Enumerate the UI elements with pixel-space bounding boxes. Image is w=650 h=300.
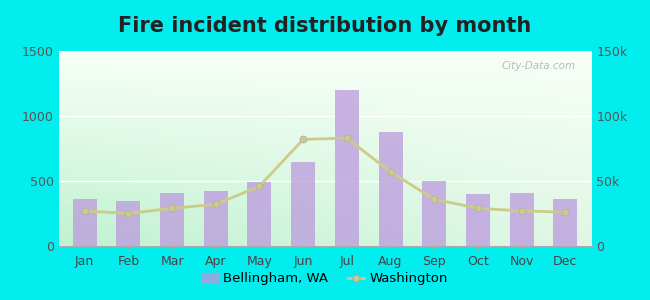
Bar [73, 199, 97, 246]
Bar [378, 132, 402, 246]
Bar [422, 181, 447, 246]
Bar [116, 200, 140, 246]
Legend: Bellingham, WA, Washington: Bellingham, WA, Washington [197, 267, 453, 290]
Text: City-Data.com: City-Data.com [501, 61, 575, 71]
Text: Fire incident distribution by month: Fire incident distribution by month [118, 16, 532, 35]
Bar [203, 191, 227, 246]
Bar [466, 194, 490, 246]
Bar [553, 199, 577, 246]
Bar [291, 161, 315, 246]
Bar [510, 193, 534, 246]
Bar [248, 182, 272, 246]
Bar [335, 90, 359, 246]
Bar [160, 193, 184, 246]
